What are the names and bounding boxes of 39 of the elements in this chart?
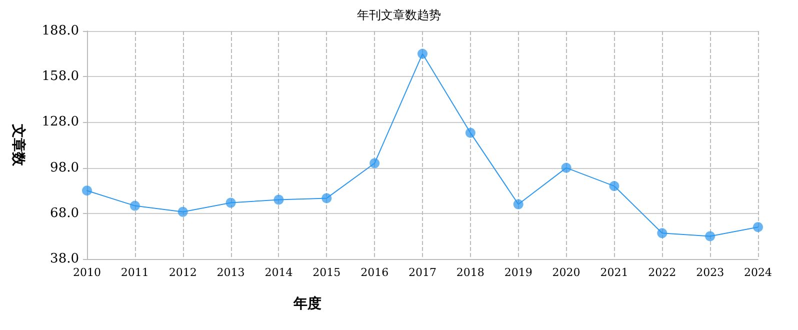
x-tick-label: 2022 xyxy=(648,266,676,279)
x-tick-label: 2023 xyxy=(696,266,724,279)
x-tick-label: 2021 xyxy=(600,266,628,279)
point xyxy=(465,128,476,138)
x-tick-label: 2012 xyxy=(168,266,197,279)
x-tick-label: 2016 xyxy=(360,266,389,279)
x-tick-label: 2011 xyxy=(120,266,149,279)
point xyxy=(513,199,524,210)
y-tick-label: 188.0 xyxy=(42,24,79,38)
point xyxy=(82,186,92,196)
point xyxy=(226,198,236,208)
point xyxy=(178,206,188,217)
y-tick-label: 98.0 xyxy=(50,160,79,176)
x-tick-label: 2020 xyxy=(552,266,580,279)
y-axis-title: 文章数 xyxy=(10,123,27,167)
point xyxy=(130,200,140,211)
point xyxy=(657,228,668,238)
y-tick-label: 68.0 xyxy=(50,206,79,221)
x-tick-label: 2017 xyxy=(408,266,436,279)
x-axis-title: 年度 xyxy=(292,295,322,312)
x-tick-label: 2024 xyxy=(744,266,772,279)
point xyxy=(753,222,763,232)
x-tick-label: 2010 xyxy=(73,266,101,279)
point xyxy=(609,181,620,192)
point xyxy=(370,158,380,168)
y-tick-label: 158.0 xyxy=(42,69,79,84)
x-tick-label: 2013 xyxy=(216,266,245,279)
point xyxy=(274,194,284,205)
x-tick-label: 2019 xyxy=(504,266,532,279)
y-tick-label: 38.0 xyxy=(50,252,79,266)
point xyxy=(705,231,716,242)
x-tick-label: 2015 xyxy=(312,266,341,279)
point xyxy=(561,162,572,173)
point xyxy=(418,48,428,59)
x-tick-label: 2018 xyxy=(456,266,484,279)
chart-title: 年刊文章数趋势 xyxy=(357,8,441,22)
x-tick-label: 2014 xyxy=(264,266,293,279)
point xyxy=(322,193,332,204)
y-tick-label: 128.0 xyxy=(42,114,79,130)
